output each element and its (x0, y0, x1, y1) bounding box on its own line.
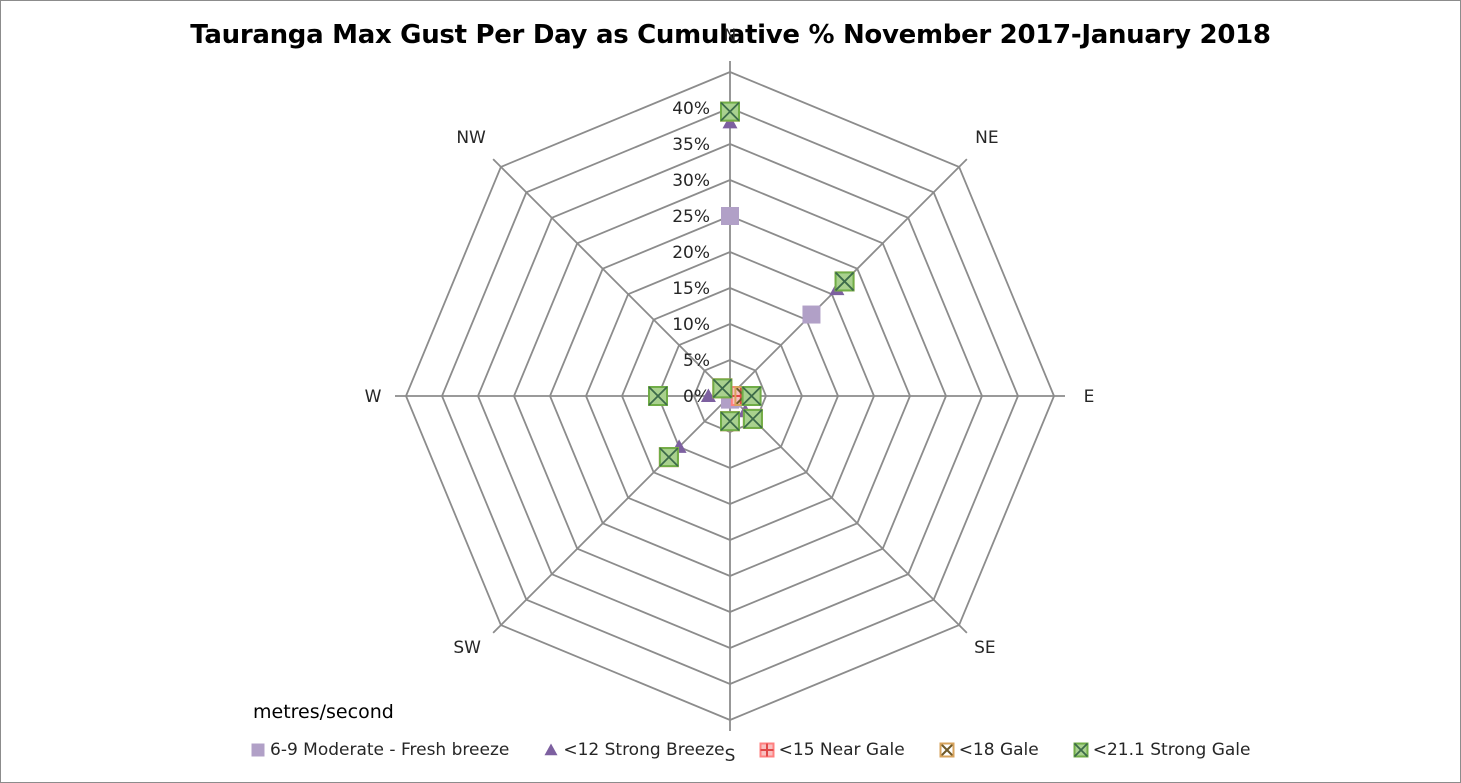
radar-grid (395, 61, 1065, 731)
data-point (802, 305, 821, 324)
legend-marker-icon (939, 742, 955, 758)
data-point (722, 114, 738, 129)
legend-marker-icon (759, 742, 775, 758)
legend-item: 6-9 Moderate - Fresh breeze (250, 740, 509, 760)
legend-label: 6-9 Moderate - Fresh breeze (270, 740, 510, 760)
grid-spoke (492, 395, 731, 634)
radial-tick-label: 35% (672, 135, 710, 155)
legend-label: <15 Near Gale (778, 740, 905, 760)
direction-label: SE (974, 638, 996, 658)
radial-tick-label: 25% (672, 207, 710, 227)
data-point (700, 388, 716, 402)
series-4 (648, 101, 855, 468)
legend-item: <12 Strong Breeze (543, 740, 725, 760)
direction-label: E (1084, 387, 1095, 407)
legend-item: <18 Gale (939, 740, 1039, 760)
direction-label: NE (975, 128, 998, 148)
chart-title: Tauranga Max Gust Per Day as Cumulative … (190, 20, 1271, 50)
legend-label: <18 Gale (958, 740, 1039, 760)
legend-label: <21.1 Strong Gale (1092, 740, 1251, 760)
data-point (721, 207, 739, 225)
direction-label: SW (453, 638, 481, 658)
grid-spoke (729, 395, 968, 634)
data-point (834, 271, 855, 292)
legend-marker-icon (544, 743, 558, 756)
radial-tick-label: 30% (672, 171, 710, 191)
radial-tick-label: 40% (672, 99, 710, 119)
radial-tick-label: 10% (672, 315, 710, 335)
legend-marker-icon (1073, 742, 1089, 758)
direction-label: N (724, 26, 737, 46)
data-point (648, 386, 668, 406)
data-point (720, 411, 740, 432)
legend-label: <12 Strong Breeze (563, 740, 725, 760)
data-point (720, 101, 740, 122)
legend-marker-icon (251, 743, 265, 757)
units-label: metres/second (253, 701, 394, 723)
data-point (658, 447, 679, 468)
direction-label: NW (456, 128, 486, 148)
legend-item: <21.1 Strong Gale (1073, 740, 1251, 760)
direction-label: S (725, 746, 736, 766)
grid-spoke (492, 158, 731, 397)
radial-tick-label: 20% (672, 243, 710, 263)
data-point (742, 408, 763, 429)
data-point (741, 386, 762, 406)
series-0 (721, 207, 821, 409)
direction-label: W (365, 387, 382, 407)
legend-item: <15 Near Gale (759, 740, 905, 760)
radial-tick-label: 15% (672, 279, 710, 299)
radial-tick-label: 5% (683, 351, 710, 371)
legend: 6-9 Moderate - Fresh breeze <12 Strong Br… (250, 738, 1284, 762)
data-point (712, 378, 733, 399)
